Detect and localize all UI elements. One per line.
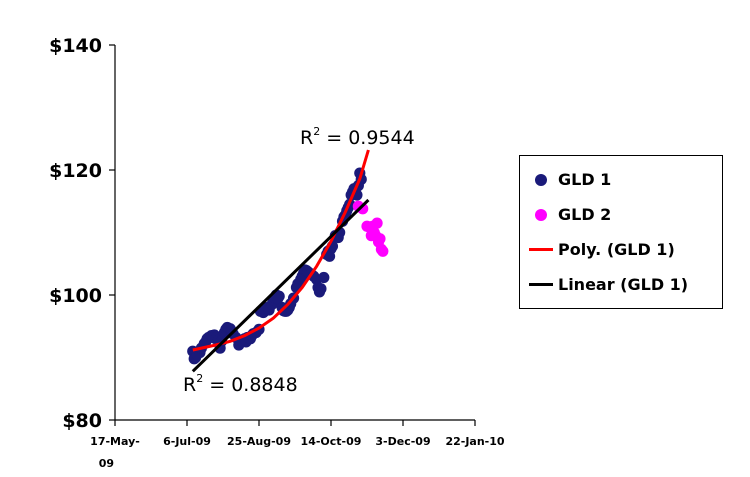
poly-trendline (192, 149, 370, 352)
x-tick-label: 17-May- (90, 435, 140, 448)
data-point (377, 245, 389, 257)
legend-label-gld-1: GLD 1 (558, 170, 612, 189)
legend-marker-gld-2 (535, 208, 547, 221)
x-tick-label-year: 09 (99, 457, 114, 470)
legend-item-gld-2: GLD 2 (528, 197, 722, 232)
data-point (315, 283, 327, 295)
legend: GLD 1 GLD 2 Poly. (GLD 1) Linear (GLD 1) (519, 155, 723, 309)
data-point (371, 217, 383, 229)
y-tick-label: $80 (62, 410, 102, 432)
legend-label-poly: Poly. (GLD 1) (558, 240, 675, 259)
series-gld-2 (352, 200, 389, 257)
legend-marker-gld-1 (535, 173, 547, 186)
x-tick-label: 22-Jan-10 (445, 435, 504, 448)
legend-item-gld-1: GLD 1 (528, 162, 722, 197)
legend-item-poly: Poly. (GLD 1) (528, 232, 722, 267)
legend-marker-linear (529, 283, 553, 286)
series-gld-1 (187, 167, 367, 365)
linear-trendline (191, 198, 370, 373)
legend-item-linear: Linear (GLD 1) (528, 267, 722, 302)
legend-marker-poly (529, 248, 553, 251)
y-tick-label: $100 (49, 285, 102, 307)
r2-annotation-poly: R2 = 0.9544 (300, 125, 415, 149)
data-point (357, 203, 369, 215)
r2-annotation-linear: R2 = 0.8848 (183, 372, 298, 396)
y-ticks: $80 $100 $120 $140 (49, 35, 115, 432)
data-point (273, 290, 285, 302)
x-tick-label: 25-Aug-09 (227, 435, 291, 448)
y-tick-label: $120 (49, 160, 102, 182)
plot-area: $80 $100 $120 $140 17-May- 09 6-Jul-09 25-Aug-… (49, 35, 505, 470)
x-ticks: 17-May- 09 6-Jul-09 25-Aug-09 14-Oct-09 3-Dec… (90, 420, 505, 470)
data-point (374, 233, 386, 245)
x-tick-label: 14-Oct-09 (301, 435, 362, 448)
trend-lines (191, 149, 370, 373)
legend-label-gld-2: GLD 2 (558, 205, 612, 224)
legend-label-linear: Linear (GLD 1) (558, 275, 689, 294)
data-point (318, 271, 330, 284)
x-tick-label: 6-Jul-09 (163, 435, 211, 448)
y-tick-label: $140 (49, 35, 102, 57)
x-tick-label: 3-Dec-09 (375, 435, 430, 448)
